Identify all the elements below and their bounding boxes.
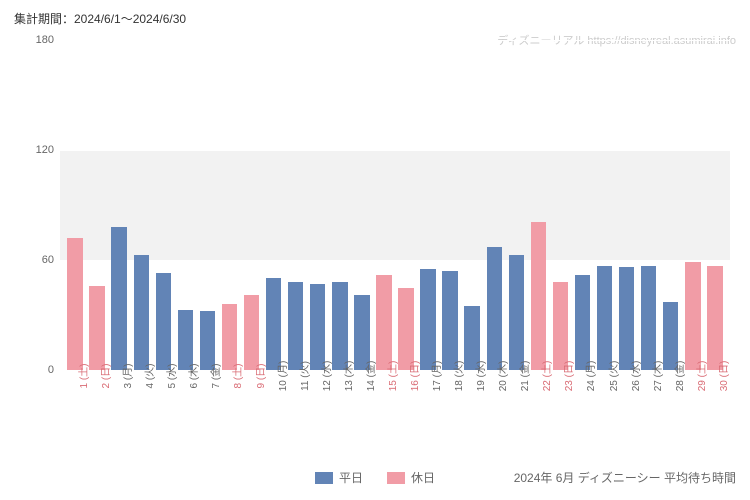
bar-weekday [134, 255, 149, 371]
bar-holiday [398, 288, 413, 371]
y-tick-label: 0 [48, 364, 54, 376]
bar-holiday [553, 282, 568, 370]
bar-slot: 3 (月) [108, 40, 130, 370]
bar-slot: 11 (火) [285, 40, 307, 370]
bar-slot: 24 (月) [571, 40, 593, 370]
bar-holiday [67, 238, 82, 370]
legend-holiday-label: 休日 [411, 469, 435, 486]
bar-slot: 21 (金) [505, 40, 527, 370]
bar-weekday [111, 227, 126, 370]
bar-weekday [310, 284, 325, 370]
bar-holiday [531, 222, 546, 371]
wait-time-chart: 平均待ち時間（分） 0601201801 (土)2 (日)3 (月)4 (火)5… [60, 40, 730, 370]
bar-slot: 9 (日) [241, 40, 263, 370]
bar-slot: 19 (水) [461, 40, 483, 370]
bar-weekday [332, 282, 347, 370]
legend-weekday-swatch [315, 472, 333, 484]
legend-weekday-label: 平日 [339, 469, 363, 486]
bar-holiday [376, 275, 391, 370]
bar-weekday [442, 271, 457, 370]
bar-weekday [178, 310, 193, 371]
y-tick-label: 60 [42, 254, 54, 266]
bar-weekday [487, 247, 502, 370]
bar-weekday [509, 255, 524, 371]
bar-weekday [266, 278, 281, 370]
bar-slot: 18 (火) [439, 40, 461, 370]
bar-slot: 8 (土) [218, 40, 240, 370]
bar-slot: 2 (日) [86, 40, 108, 370]
bar-slot: 28 (金) [660, 40, 682, 370]
bar-holiday [244, 295, 259, 370]
bar-weekday [619, 267, 634, 370]
bar-weekday [156, 273, 171, 370]
bar-slot: 30 (日) [704, 40, 726, 370]
bar-weekday [288, 282, 303, 370]
bar-slot: 23 (日) [549, 40, 571, 370]
bar-slot: 16 (日) [395, 40, 417, 370]
bar-slot: 12 (水) [307, 40, 329, 370]
bar-slot: 15 (土) [373, 40, 395, 370]
y-tick-label: 180 [36, 34, 54, 46]
y-tick-label: 120 [36, 144, 54, 156]
bar-holiday [222, 304, 237, 370]
period-label: 集計期間：2024/6/1～2024/6/30 [14, 10, 186, 27]
bar-weekday [420, 269, 435, 370]
bar-slot: 13 (木) [329, 40, 351, 370]
bar-slot: 22 (土) [527, 40, 549, 370]
bar-weekday [597, 266, 612, 371]
bar-slot: 27 (木) [638, 40, 660, 370]
x-tick-label: 30 (日) [715, 361, 730, 392]
legend-holiday-swatch [387, 472, 405, 484]
bar-slot: 4 (火) [130, 40, 152, 370]
legend-holiday: 休日 [387, 469, 435, 486]
bar-slot: 5 (水) [152, 40, 174, 370]
bar-holiday [707, 266, 722, 371]
bar-slot: 1 (土) [64, 40, 86, 370]
legend-weekday: 平日 [315, 469, 363, 486]
bar-slot: 10 (月) [263, 40, 285, 370]
bar-slot: 6 (木) [174, 40, 196, 370]
bar-holiday [89, 286, 104, 370]
bar-slot: 17 (月) [417, 40, 439, 370]
bar-slot: 26 (水) [616, 40, 638, 370]
bar-slot: 14 (金) [351, 40, 373, 370]
bar-weekday [575, 275, 590, 370]
bar-slot: 25 (火) [594, 40, 616, 370]
bar-holiday [685, 262, 700, 370]
bar-weekday [641, 266, 656, 371]
footer-title: 2024年 6月 ディズニーシー 平均待ち時間 [514, 469, 736, 486]
bar-weekday [354, 295, 369, 370]
bar-weekday [200, 311, 215, 370]
bars-container: 1 (土)2 (日)3 (月)4 (火)5 (水)6 (木)7 (金)8 (土)… [60, 40, 730, 370]
bar-slot: 29 (土) [682, 40, 704, 370]
bar-slot: 7 (金) [196, 40, 218, 370]
bar-slot: 20 (木) [483, 40, 505, 370]
